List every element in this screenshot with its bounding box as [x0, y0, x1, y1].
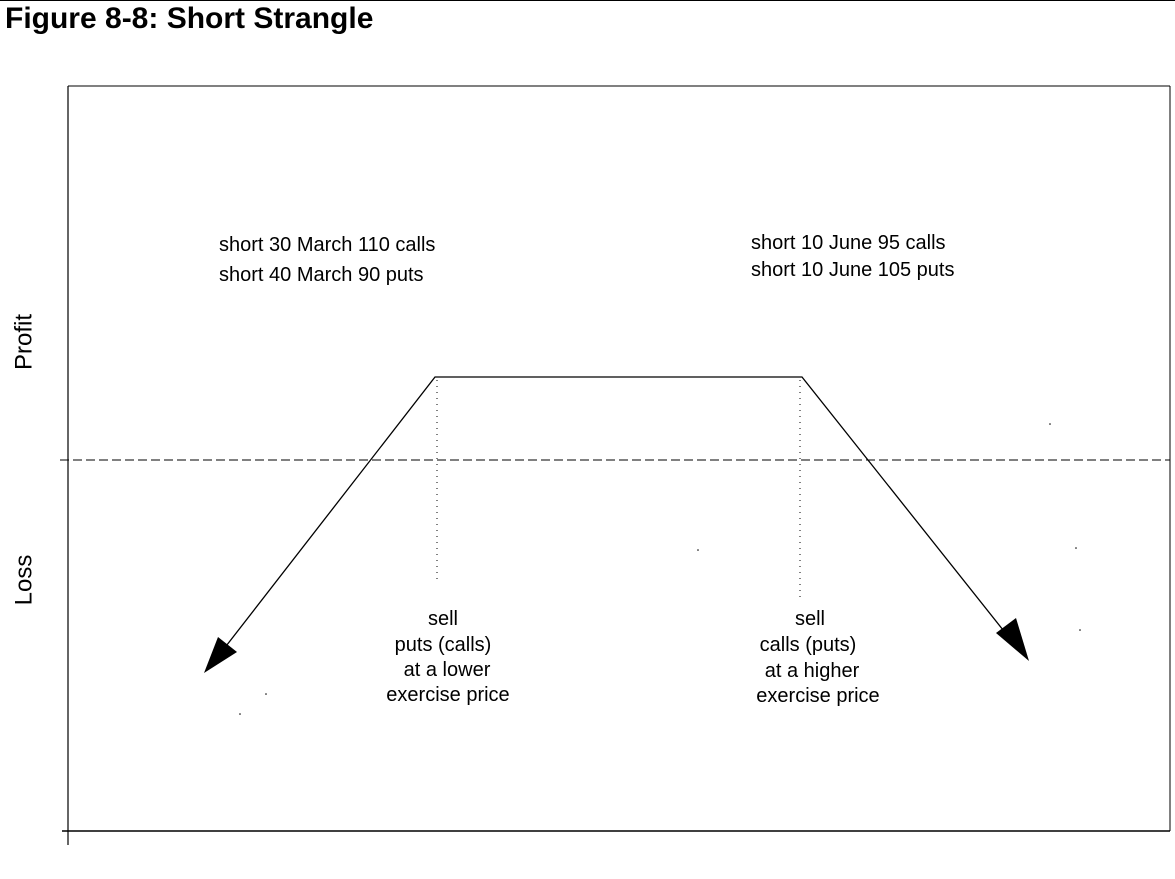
- left-arrowhead: [204, 637, 237, 673]
- right-arrowhead: [996, 618, 1029, 661]
- figure-title: Figure 8-8: Short Strangle: [5, 2, 374, 35]
- right-example-line-1: short 10 June 95 calls: [751, 232, 946, 254]
- right-annotation-line-3: at a higher: [765, 660, 860, 682]
- speck: [239, 713, 241, 715]
- speck: [697, 549, 699, 551]
- left-example-line-2: short 40 March 90 puts: [219, 264, 424, 286]
- left-annotation-line-3: at a lower: [404, 659, 491, 681]
- speck: [265, 693, 267, 695]
- left-annotation-line-2: puts (calls): [395, 634, 492, 656]
- y-label-profit: Profit: [10, 314, 37, 370]
- right-annotation-line-4: exercise price: [756, 685, 879, 707]
- left-example-line-1: short 30 March 110 calls: [219, 234, 435, 256]
- speck: [1049, 423, 1051, 425]
- top-rule: [0, 0, 1175, 1]
- left-annotation-line-4: exercise price: [386, 684, 509, 706]
- y-label-loss: Loss: [10, 555, 37, 606]
- speck: [1075, 547, 1077, 549]
- right-example-line-2: short 10 June 105 puts: [751, 259, 954, 281]
- right-annotation-line-2: calls (puts): [760, 634, 857, 656]
- left-annotation-line-1: sell: [428, 608, 458, 630]
- speck: [1079, 629, 1081, 631]
- right-annotation-line-1: sell: [795, 608, 825, 630]
- payoff-line: [222, 376, 1012, 651]
